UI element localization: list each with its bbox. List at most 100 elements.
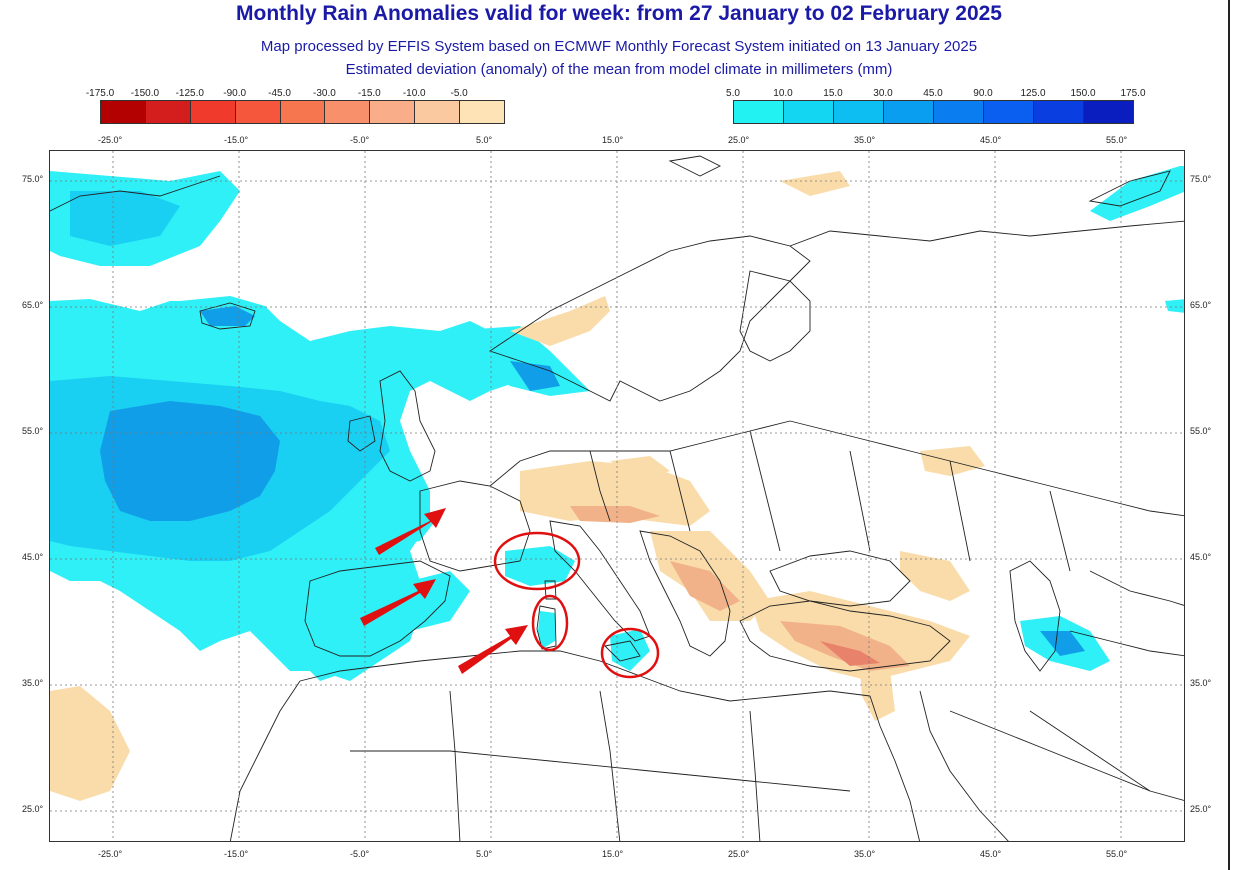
wet-area-greenland-mid xyxy=(70,191,180,246)
latitude-tick: 35.0° xyxy=(1190,678,1212,688)
negative-legend-label: -10.0 xyxy=(402,88,426,99)
dry-area-russia xyxy=(920,446,985,476)
dry-area-poland xyxy=(610,456,670,481)
wet-anomaly-areas xyxy=(50,166,1184,681)
anomaly-map xyxy=(49,150,1185,842)
wet-area-iceland-dark xyxy=(200,306,255,326)
positive-legend-label: 30.0 xyxy=(873,88,893,99)
negative-legend-swatch xyxy=(369,100,416,124)
map-subtitle-source: Map processed by EFFIS System based on E… xyxy=(260,38,978,55)
positive-legend-label: 150.0 xyxy=(1070,88,1096,99)
positive-legend-swatch xyxy=(733,100,784,124)
latitude-tick: 75.0° xyxy=(22,174,44,184)
dry-area-caucasus xyxy=(900,551,970,601)
annotation-arrow-3 xyxy=(458,625,528,674)
latitude-tick: 55.0° xyxy=(22,426,44,436)
dry-area-africa-west xyxy=(50,686,130,801)
latitude-tick: 65.0° xyxy=(1190,300,1212,310)
positive-legend-label: 90.0 xyxy=(973,88,993,99)
negative-legend-swatch xyxy=(459,100,505,124)
longitude-tick: -25.0° xyxy=(98,135,123,145)
negative-legend-swatch xyxy=(144,100,191,124)
annotation-circle-sardinia xyxy=(531,594,569,652)
positive-legend-label: 125.0 xyxy=(1020,88,1046,99)
latitude-tick: 45.0° xyxy=(1190,552,1212,562)
annotation-circle-ionian xyxy=(600,627,660,679)
positive-legend-swatch xyxy=(983,100,1034,124)
dry-area-alps xyxy=(520,461,710,526)
latitude-tick: 45.0° xyxy=(22,552,44,562)
negative-legend-label: -125.0 xyxy=(175,88,204,99)
wet-area-caspian-dark xyxy=(1040,631,1085,656)
wet-area-ligurian xyxy=(505,546,575,586)
longitude-tick: 15.0° xyxy=(602,135,624,145)
wet-area-skagerrak xyxy=(510,361,560,391)
positive-legend-swatch xyxy=(883,100,934,124)
latitude-tick: 25.0° xyxy=(22,804,44,814)
longitude-tick: 45.0° xyxy=(980,135,1002,145)
negative-legend-swatch xyxy=(279,100,326,124)
longitude-tick: -15.0° xyxy=(224,135,249,145)
wet-area-iberia xyxy=(290,571,470,681)
wet-area-east-edge xyxy=(1165,299,1184,313)
longitude-tick: 45.0° xyxy=(980,849,1002,859)
dry-area-turkey-dark xyxy=(820,641,880,666)
latitude-tick: 75.0° xyxy=(1190,174,1212,184)
positive-legend-label: 45.0 xyxy=(923,88,943,99)
negative-legend-label: -175.0 xyxy=(85,88,115,99)
wet-area-atlantic-dark xyxy=(100,401,280,521)
positive-legend-label: 15.0 xyxy=(823,88,843,99)
right-edge-bar xyxy=(1228,0,1230,870)
longitude-tick: 35.0° xyxy=(854,135,876,145)
graticule xyxy=(50,151,1184,841)
longitude-tick: -5.0° xyxy=(350,849,370,859)
positive-legend-swatch xyxy=(783,100,834,124)
latitude-tick: 55.0° xyxy=(1190,426,1212,436)
negative-legend-swatch xyxy=(234,100,281,124)
map-title: Monthly Rain Anomalies valid for week: f… xyxy=(236,2,1002,25)
longitude-tick: 55.0° xyxy=(1106,849,1128,859)
negative-legend-label: -5.0 xyxy=(450,88,468,99)
positive-legend-swatch xyxy=(1083,100,1134,124)
annotation-arrows xyxy=(360,508,528,674)
dry-area-turkey-mid xyxy=(780,621,910,671)
annotation-circle-ligurian xyxy=(493,531,581,591)
longitude-tick: 25.0° xyxy=(728,135,750,145)
negative-legend-label: -45.0 xyxy=(268,88,291,99)
dry-area-alps-mid xyxy=(570,506,660,523)
positive-legend-swatch xyxy=(1033,100,1084,124)
wet-area-sardinia xyxy=(538,611,555,649)
map-subtitle-units: Estimated deviation (anomaly) of the mea… xyxy=(345,61,893,78)
negative-legend-swatch xyxy=(189,100,236,124)
negative-legend-swatch xyxy=(100,100,146,124)
negative-legend-swatch xyxy=(414,100,461,124)
annotation-arrow-1 xyxy=(375,508,446,555)
longitude-tick: -25.0° xyxy=(98,849,123,859)
negative-legend-label: -90.0 xyxy=(223,88,247,99)
longitude-tick: 15.0° xyxy=(602,849,624,859)
longitude-tick: -5.0° xyxy=(350,135,370,145)
positive-legend-label: 175.0 xyxy=(1120,88,1146,99)
wet-area-ionian xyxy=(610,629,650,671)
dry-area-barents xyxy=(780,171,850,196)
coastlines xyxy=(50,155,1184,841)
dry-area-balkans-mid xyxy=(670,561,740,611)
longitude-tick: 55.0° xyxy=(1106,135,1128,145)
dry-anomaly-areas xyxy=(50,171,985,801)
positive-legend-label: 5.0 xyxy=(726,88,740,99)
negative-legend-swatch xyxy=(324,100,371,124)
annotation-arrow-2 xyxy=(360,579,436,626)
longitude-tick: 5.0° xyxy=(476,849,493,859)
positive-legend-swatch xyxy=(833,100,884,124)
positive-legend-label: 10.0 xyxy=(773,88,793,99)
latitude-tick: 65.0° xyxy=(22,300,44,310)
dry-area-levant xyxy=(860,671,895,721)
latitude-tick: 35.0° xyxy=(22,678,44,688)
positive-legend-swatch xyxy=(933,100,984,124)
negative-legend-label: -150.0 xyxy=(130,88,160,99)
longitude-tick: -15.0° xyxy=(224,849,249,859)
annotations xyxy=(493,531,660,679)
wet-area-arctic-east xyxy=(1090,166,1184,221)
longitude-tick: 5.0° xyxy=(476,135,493,145)
longitude-tick: 25.0° xyxy=(728,849,750,859)
